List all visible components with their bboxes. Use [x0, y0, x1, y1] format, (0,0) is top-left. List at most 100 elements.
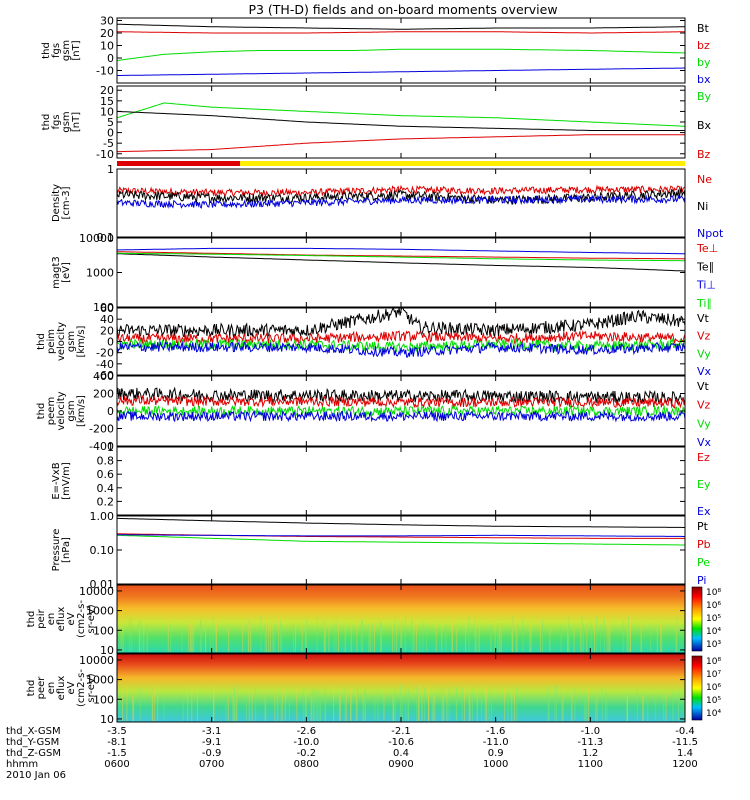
- y-tick-label: 10: [100, 105, 114, 118]
- series-peem_velocity-Vx: [116, 409, 686, 423]
- series-fgs_gsm-by: [116, 48, 686, 61]
- x-row-value: -2.1: [391, 726, 411, 737]
- series-fgs_gsm-Bt: [117, 23, 685, 30]
- x-row-value: 0800: [294, 759, 319, 770]
- y-tick-label: 200: [93, 388, 114, 401]
- y-tick-label: 100: [93, 624, 114, 637]
- y-tick-label: 0: [107, 405, 114, 418]
- y-axis-label: en: [46, 613, 57, 626]
- legend-Bt: Bt: [697, 22, 710, 35]
- panel-peir_spectrogram: 10⁸ 10⁶ 10⁵ 10⁴ 10³ 10 100 1000 10000 thd peir en ef…: [26, 584, 721, 657]
- legend-Pi: Pi: [697, 574, 706, 587]
- legend-Bx: Bx: [697, 119, 712, 132]
- x-row-label: thd_Y-GSM: [6, 737, 59, 748]
- series-peim_velocity-Vz: [116, 329, 686, 345]
- y-tick-label: 0: [107, 127, 114, 140]
- mode-bar-fast: [240, 161, 686, 166]
- y-tick-label: 10: [100, 40, 114, 53]
- x-row-value: -11.0: [483, 737, 509, 748]
- y-axis-label: [eV]: [61, 262, 72, 283]
- y-axis-label: velocity: [56, 322, 67, 361]
- series-fgs_gse_cfixed-Bz: [117, 134, 685, 153]
- y-tick-label: 0.01: [90, 578, 115, 591]
- series-peem_velocity-Vy: [116, 404, 686, 418]
- y-tick-label: 1000: [86, 267, 114, 280]
- y-axis-label: [mV/m]: [61, 462, 72, 500]
- y-tick-label: 1000: [86, 674, 114, 687]
- y-tick-label: 10000: [79, 654, 114, 667]
- panel-pressure: 0.01 0.10 1.00 Pressure [nPa] Pt Pb Pe Pi: [51, 510, 711, 591]
- legend-Ne: Ne: [697, 173, 712, 186]
- y-tick-label: 5: [107, 116, 114, 129]
- x-row-value: 0600: [104, 759, 129, 770]
- x-row-value: 1000: [483, 759, 508, 770]
- y-axis-label: [nPa]: [61, 537, 72, 563]
- legend-Ti∥: Ti∥: [696, 297, 712, 310]
- y-tick-label: -200: [89, 423, 114, 436]
- x-row-value: -1.6: [486, 726, 506, 737]
- y-axis-label: fgs: [51, 43, 62, 58]
- y-tick-label: 20: [100, 324, 114, 337]
- x-row-value: -10.0: [293, 737, 319, 748]
- chart-title: P3 (TH-D) fields and on-board moments ov…: [248, 2, 557, 17]
- y-axis-label: peir: [36, 608, 47, 628]
- colorbar: [691, 655, 703, 721]
- legend-Pe: Pe: [697, 556, 710, 569]
- y-tick-label: 40: [100, 313, 114, 326]
- colorbar-tick-label: 10⁴: [706, 709, 721, 719]
- y-axis-label: eflux: [56, 607, 67, 632]
- x-axis-group: thd_X-GSM -3.5 -3.1 -2.6 -2.1 -1.6 -1.0 -0.4 thd…: [6, 18, 698, 781]
- y-axis-label: [km/s]: [76, 395, 87, 427]
- series-peem_velocity-Vt: [116, 386, 686, 405]
- legend-bx: bx: [697, 73, 711, 86]
- x-row-label: hhmm: [6, 759, 38, 770]
- series-peem_velocity-Vz: [116, 395, 686, 409]
- y-tick-label: -5: [103, 137, 114, 150]
- y-axis-label: Density: [51, 184, 62, 222]
- y-axis-label: eflux: [56, 676, 67, 701]
- x-row-value: 1100: [578, 759, 603, 770]
- legend-Ez: Ez: [697, 451, 710, 464]
- x-row-value: -3.5: [107, 726, 127, 737]
- y-tick-label: 100: [93, 301, 114, 314]
- colorbar: [691, 586, 703, 652]
- y-tick-label: 10000: [79, 585, 114, 598]
- y-axis-label: gsm: [66, 331, 77, 352]
- y-tick-label: 1: [107, 163, 114, 176]
- y-axis-label: thd: [36, 403, 47, 420]
- date-label: 2010 Jan 06: [6, 770, 66, 781]
- legend-Vt: Vt: [697, 380, 710, 393]
- spectrogram-peir_spectrogram: [117, 585, 685, 653]
- x-row-label: thd_X-GSM: [6, 726, 61, 737]
- y-tick-label: 0.10: [90, 544, 115, 557]
- y-tick-label: 0.6: [97, 468, 115, 481]
- panel-frame: [116, 515, 686, 585]
- colorbar-tick-label: 10³: [706, 640, 721, 650]
- series-fgs_gse_cfixed-By: [116, 102, 685, 127]
- legend-by: by: [697, 56, 711, 69]
- legend-Bz: Bz: [697, 148, 711, 161]
- legend-By: By: [697, 90, 712, 103]
- y-axis-label: magt3: [51, 256, 62, 289]
- y-axis-label: peim: [46, 329, 57, 354]
- series-fgs_gsm-bx: [117, 67, 685, 76]
- y-tick-label: 15: [100, 95, 114, 108]
- y-tick-label: 30: [100, 15, 114, 28]
- y-axis-label: thd: [41, 114, 52, 131]
- y-tick-label: 100: [93, 693, 114, 706]
- legend-Te∥: Te∥: [696, 260, 714, 273]
- y-axis-label: gsm: [61, 111, 72, 132]
- x-row-value: 1200: [672, 759, 697, 770]
- y-axis-label: thd: [41, 42, 52, 59]
- x-row-value: -1.0: [581, 726, 601, 737]
- y-tick-label: -10: [96, 148, 114, 161]
- y-axis-label: [nT]: [71, 40, 82, 60]
- legend-bz: bz: [697, 39, 710, 52]
- x-row-value: 0.4: [393, 748, 409, 759]
- x-row-value: -8.1: [107, 737, 127, 748]
- legend-Vy: Vy: [697, 347, 711, 360]
- legend-Vx: Vx: [697, 365, 712, 378]
